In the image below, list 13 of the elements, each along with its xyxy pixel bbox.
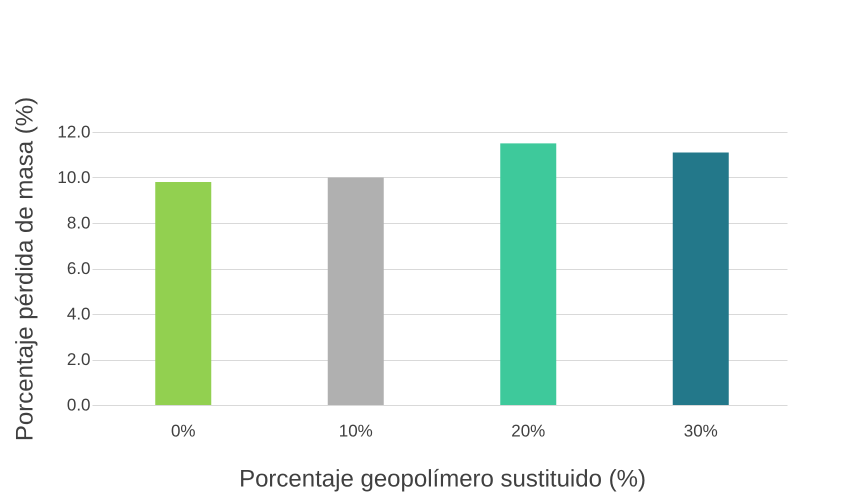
x-tick-label: 30% <box>684 422 718 440</box>
x-tick-label: 10% <box>338 422 373 440</box>
y-tick-label: 6.0 <box>66 259 90 278</box>
y-tick-label: 10.0 <box>57 168 90 187</box>
x-tick-label: 0% <box>170 422 196 440</box>
y-tick-label: 0.0 <box>66 396 90 414</box>
x-tick-label: 20% <box>511 422 546 440</box>
y-tick-label: 2.0 <box>66 350 90 369</box>
y-axis-title: Porcentaje pérdida de masa (%) <box>11 96 38 442</box>
y-tick-label: 8.0 <box>66 214 90 232</box>
x-axis-title: Porcentaje geopolímero sustituido (%) <box>239 466 646 492</box>
y-tick-label: 4.0 <box>66 304 90 324</box>
y-tick-label: 12.0 <box>57 122 90 142</box>
